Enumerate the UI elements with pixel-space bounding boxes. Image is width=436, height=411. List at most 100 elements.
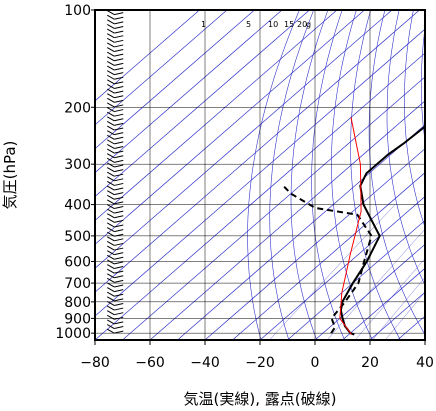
- isotherm-line: [95, 10, 338, 221]
- wind-barb: [114, 266, 124, 270]
- isotherm-line: [95, 10, 393, 269]
- wind-barb-flag: [107, 314, 115, 320]
- wind-barb-flag: [107, 222, 115, 228]
- wind-barb: [114, 72, 124, 76]
- wind-barb-flag: [107, 241, 115, 246]
- dry-adiabat-line: [421, 25, 425, 144]
- y-tick-label: 100: [64, 3, 91, 19]
- wind-barb: [114, 326, 124, 330]
- wind-barb: [114, 132, 124, 136]
- x-tick-label: −60: [135, 355, 165, 371]
- wind-barb: [114, 141, 124, 145]
- wind-barb: [114, 16, 124, 20]
- wind-barb-flag: [107, 130, 115, 136]
- wind-barb-flag: [107, 74, 115, 80]
- wind-barb-flag: [107, 14, 115, 20]
- wind-barb: [114, 233, 124, 237]
- wind-barb-flag: [107, 97, 115, 103]
- wind-barb-flag: [107, 37, 115, 43]
- wind-barb: [114, 159, 124, 163]
- x-tick-label: 40: [416, 355, 434, 371]
- wind-barb-flag: [107, 93, 115, 99]
- wind-barb: [114, 104, 124, 108]
- wind-barb: [114, 76, 124, 80]
- isotherm-line: [177, 124, 425, 340]
- wind-barb: [114, 312, 124, 316]
- wind-barb: [114, 164, 124, 168]
- wind-barb-flag: [107, 65, 115, 71]
- y-axis-title: 気圧(hPa): [1, 141, 19, 210]
- wind-barb-flag: [107, 259, 115, 265]
- wind-barb: [114, 210, 124, 214]
- wind-barb: [114, 118, 124, 122]
- wind-barb-flag: [107, 125, 115, 131]
- series-layer: [282, 117, 425, 336]
- wind-barb: [114, 21, 124, 25]
- wind-barb: [114, 113, 124, 117]
- wind-barb: [114, 12, 124, 16]
- mixing-ratio-label: 15: [284, 20, 294, 29]
- wind-barb: [114, 321, 124, 325]
- grid-lines: [95, 10, 425, 340]
- isotherm-line: [204, 148, 425, 340]
- wind-barb-flag: [107, 319, 115, 325]
- wind-barbs: [107, 10, 124, 334]
- x-tick-label: 20: [361, 355, 379, 371]
- wind-barb: [114, 178, 124, 182]
- parcel-line: [339, 117, 362, 335]
- wind-barb-flag: [107, 60, 115, 66]
- wind-barb: [114, 58, 124, 62]
- wind-barb-flag: [107, 250, 115, 256]
- wind-barb-flag: [107, 120, 115, 126]
- wind-barb: [114, 62, 124, 66]
- wind-barb-flag: [107, 254, 115, 260]
- wind-barb-flag: [107, 291, 115, 297]
- mixing-ratio-line: [372, 277, 425, 340]
- wind-barb-flag: [107, 217, 115, 223]
- x-tick-label: 0: [311, 355, 320, 371]
- isotherm-line: [95, 28, 425, 317]
- wind-barb: [114, 85, 124, 89]
- isotherm-line: [342, 267, 425, 340]
- wind-barb: [114, 155, 124, 159]
- wind-barb-flag: [107, 213, 115, 219]
- wind-barb: [114, 275, 124, 279]
- wind-barb: [114, 127, 124, 131]
- wind-barb: [114, 293, 124, 297]
- wind-barb: [114, 229, 124, 233]
- isotherm-line: [122, 76, 425, 340]
- wind-barb-flag: [107, 102, 115, 108]
- mixing-ratio-label: 20: [297, 20, 307, 29]
- x-axis-title: 気温(実線), 露点(破線): [184, 390, 337, 408]
- wind-barb: [114, 53, 124, 57]
- wind-barb-flag: [107, 19, 115, 25]
- wind-barb-flag: [107, 111, 115, 117]
- wind-barb-flag: [107, 245, 115, 251]
- wind-barb-flag: [107, 231, 115, 237]
- wind-barb: [114, 279, 124, 283]
- wind-barb: [114, 81, 124, 85]
- isotherm-line: [95, 10, 200, 102]
- isotherm-line: [95, 52, 425, 340]
- wind-barb-flag: [107, 139, 115, 145]
- wind-barb: [114, 298, 124, 302]
- mixing-ratio-line: [269, 204, 396, 340]
- wind-barb-flag: [107, 180, 115, 186]
- wind-barb-flag: [107, 42, 115, 48]
- wind-barb-flag: [107, 157, 115, 163]
- wind-barb-flag: [107, 10, 115, 16]
- wind-barb: [114, 122, 124, 126]
- mixing-ratio-line: [355, 258, 425, 340]
- wind-barb: [114, 67, 124, 71]
- mixing-ratio-label: 10: [268, 20, 278, 29]
- y-tick-label: 900: [64, 311, 91, 327]
- mixing-ratio-label: g: [306, 20, 311, 29]
- wind-barb-flag: [107, 176, 115, 182]
- wind-barb-flag: [107, 236, 115, 242]
- wind-barb: [114, 192, 124, 196]
- wind-barb-flag: [107, 199, 115, 205]
- wind-barb: [114, 150, 124, 154]
- wind-barb: [114, 146, 124, 149]
- wind-barb: [114, 261, 124, 265]
- wind-barb-flag: [107, 305, 115, 311]
